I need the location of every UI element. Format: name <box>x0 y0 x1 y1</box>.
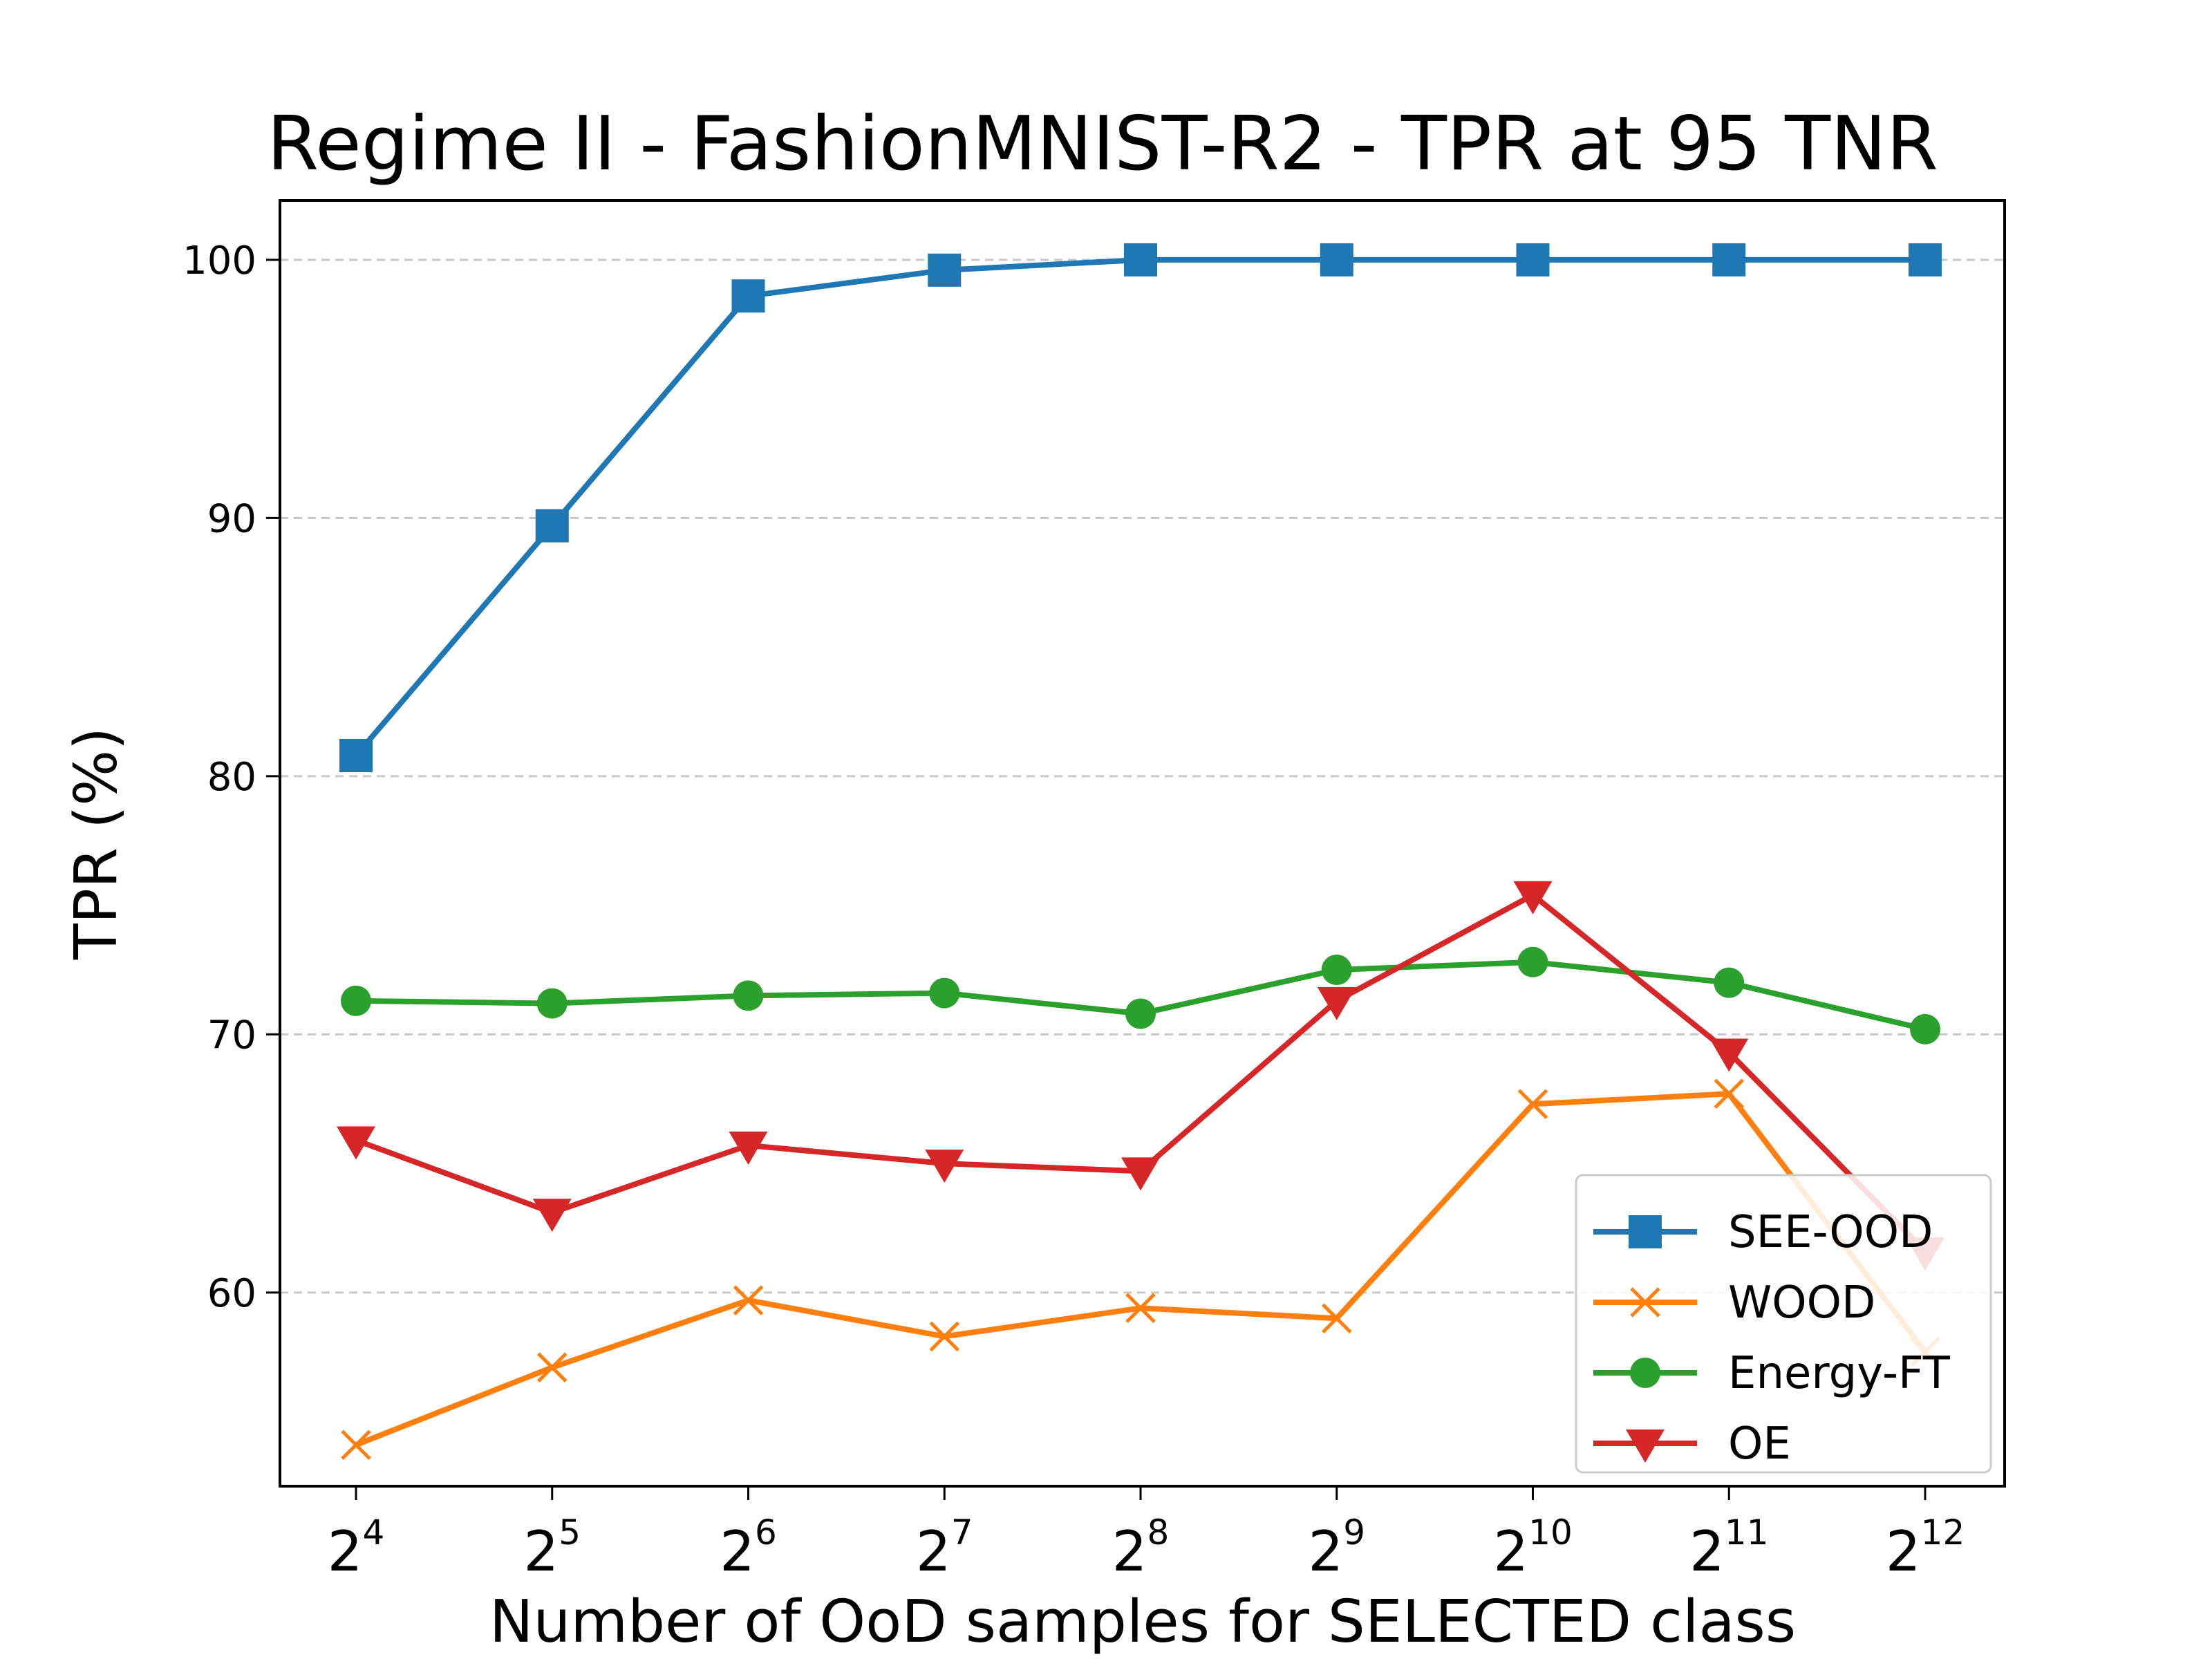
x-tick-label: 24 <box>328 1512 385 1584</box>
legend-label: OE <box>1728 1418 1791 1470</box>
data-point <box>1125 998 1156 1029</box>
chart-title: Regime II - FashionMNIST-R2 - TPR at 95 … <box>267 101 1938 187</box>
legend-item: OE <box>1593 1418 1791 1470</box>
legend-marker <box>1630 1358 1660 1388</box>
x-tick-label: 29 <box>1308 1512 1365 1584</box>
legend-item: Energy-FT <box>1593 1348 1951 1399</box>
legend-label: WOOD <box>1728 1277 1875 1329</box>
data-point <box>1712 243 1746 276</box>
legend-label: SEE-OOD <box>1728 1207 1933 1258</box>
plot-area-frame <box>279 199 2006 1488</box>
data-point <box>536 988 568 1019</box>
data-point <box>536 1352 568 1382</box>
x-axis-label: Number of OoD samples for SELECTED class <box>489 1588 1796 1656</box>
x-marker-stroke <box>733 1285 764 1315</box>
x-tick-label: 27 <box>916 1512 973 1584</box>
legend-marker <box>1626 1430 1665 1463</box>
legend-label: Energy-FT <box>1728 1348 1951 1399</box>
data-point <box>341 985 371 1016</box>
legend-item: SEE-OOD <box>1593 1207 1933 1258</box>
data-point <box>1317 986 1356 1020</box>
y-tick-label: 60 <box>207 1271 256 1316</box>
x-marker-stroke <box>341 1430 371 1461</box>
legend-marker <box>1630 1287 1660 1318</box>
data-point <box>341 1430 371 1461</box>
x-marker-stroke <box>929 1321 960 1352</box>
x-marker-stroke <box>1125 1293 1156 1324</box>
data-point <box>532 1199 572 1232</box>
data-point <box>1517 946 1548 977</box>
data-point <box>729 1131 768 1165</box>
data-point <box>928 253 962 287</box>
axis-ticks: 60 70 80 90 100 24 25 26 27 28 29 210 211 212 <box>182 238 1965 1584</box>
series-see-ood <box>339 243 1942 773</box>
series-energy-ft <box>341 946 1940 1044</box>
legend-item: WOOD <box>1593 1277 1875 1329</box>
data-point <box>929 1321 960 1352</box>
data-point <box>1909 243 1942 276</box>
data-point <box>925 1150 964 1183</box>
data-point <box>1124 243 1157 276</box>
x-tick-label: 210 <box>1493 1512 1573 1584</box>
data-point <box>733 980 764 1011</box>
data-point <box>1321 1303 1352 1333</box>
x-tick-label: 212 <box>1886 1512 1965 1584</box>
data-point <box>1121 1157 1160 1191</box>
data-point <box>1709 1038 1749 1072</box>
y-tick-label: 100 <box>182 238 256 283</box>
data-point <box>1516 243 1550 276</box>
legend: SEE-OOD WOOD Energy-FT OE <box>1575 1174 1992 1474</box>
x-tick-label: 28 <box>1112 1512 1170 1584</box>
data-point <box>339 739 373 773</box>
x-tick-label: 26 <box>720 1512 777 1584</box>
data-point <box>1517 1089 1548 1119</box>
series-layer <box>337 243 1944 1461</box>
data-point <box>1910 1013 1940 1044</box>
x-tick-label: 25 <box>523 1512 581 1584</box>
x-marker-stroke <box>1321 1303 1352 1333</box>
data-point <box>1714 1078 1745 1109</box>
data-point <box>733 1285 764 1315</box>
x-marker-stroke <box>536 1352 568 1382</box>
x-marker-stroke <box>1714 1078 1745 1109</box>
data-point <box>337 1126 375 1160</box>
data-point <box>535 509 569 543</box>
data-point <box>1320 243 1353 276</box>
data-point <box>929 977 960 1009</box>
data-point <box>1714 967 1745 998</box>
data-point <box>1321 955 1352 986</box>
legend-box <box>1575 1174 1992 1474</box>
y-tick-label: 90 <box>207 496 256 541</box>
y-axis-label: TPR (%) <box>62 727 131 960</box>
data-point <box>1125 1293 1156 1324</box>
y-tick-label: 70 <box>207 1013 256 1058</box>
data-point <box>1513 881 1553 915</box>
legend-marker <box>1629 1215 1662 1248</box>
x-marker-stroke <box>1517 1089 1548 1119</box>
data-point <box>731 279 765 313</box>
x-tick-label: 211 <box>1689 1512 1769 1584</box>
y-tick-label: 80 <box>207 755 256 800</box>
x-marker-stroke <box>1630 1287 1660 1318</box>
